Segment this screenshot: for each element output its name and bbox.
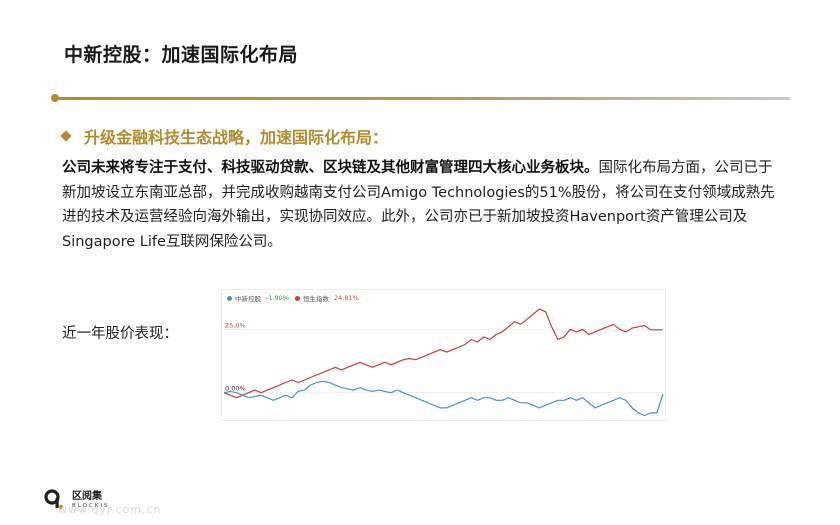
legend-series-1-name: 中新控股 xyxy=(235,295,261,303)
logo-name-cn: 区阅集 xyxy=(72,490,102,502)
chart-plot-area: 25.0% 0.00% xyxy=(223,308,664,417)
title-divider xyxy=(54,97,790,100)
y-tick-label: 25.0% xyxy=(225,321,246,329)
diamond-bullet-icon xyxy=(60,130,72,142)
slide-title: 中新控股：加速国际化布局 xyxy=(64,44,299,66)
divider-dot xyxy=(51,94,59,102)
bullet-heading: 升级金融科技生态战略，加速国际化布局： xyxy=(60,124,389,148)
y-tick-label: 0.00% xyxy=(225,385,246,393)
bullet-heading-text: 升级金融科技生态战略，加速国际化布局： xyxy=(84,128,389,147)
legend-series-1-change: -1.90% xyxy=(266,294,289,302)
watermark-url: www.qyj.com.cn xyxy=(58,503,162,516)
series-line-zhongxin xyxy=(223,380,664,417)
legend-marker-red xyxy=(295,295,300,301)
stock-price-chart: 中新控股 -1.90% 恒生指数 24.81% 25.0% 0.00% xyxy=(221,289,666,421)
series-line-hangseng xyxy=(223,308,663,399)
paragraph-rest: 国际化布局方面，公司已于新加坡设立东南亚总部，并完成收购越南支付公司Amigo … xyxy=(62,160,775,250)
stock-performance-label: 近一年股价表现： xyxy=(62,326,178,342)
logo-name-en: BLOCKIS xyxy=(72,502,110,509)
body-paragraph: 公司未来将专注于支付、科技驱动贷款、区块链及其他财富管理四大核心业务板块。国际化… xyxy=(62,156,784,254)
chart-legend: 中新控股 -1.90% 恒生指数 24.81% xyxy=(225,293,359,303)
legend-series-2-change: 24.81% xyxy=(334,294,359,302)
legend-series-2-name: 恒生指数 xyxy=(303,295,329,303)
logo-mark-icon xyxy=(44,489,66,511)
legend-marker-blue xyxy=(227,295,232,301)
paragraph-bold-lead: 公司未来将专注于支付、科技驱动贷款、区块链及其他财富管理四大核心业务板块。 xyxy=(62,160,599,176)
brand-logo: 区阅集 BLOCKIS xyxy=(44,489,110,511)
